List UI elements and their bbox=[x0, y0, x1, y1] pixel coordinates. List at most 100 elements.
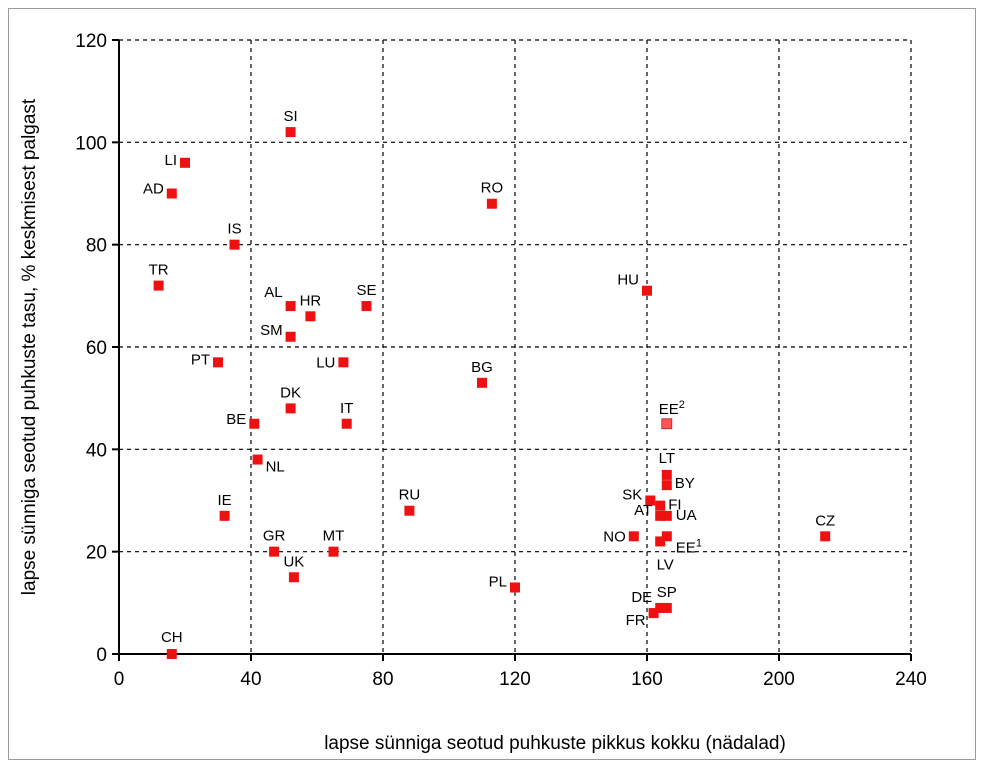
point-label-mt: MT bbox=[323, 528, 345, 545]
point-label-ad: AD bbox=[143, 181, 164, 198]
data-point-ie bbox=[219, 510, 230, 521]
data-point-lu bbox=[338, 357, 349, 368]
data-point-by bbox=[661, 480, 672, 491]
point-label-bg: BG bbox=[471, 359, 493, 376]
point-label-sk: SK bbox=[622, 487, 642, 504]
data-point-lv bbox=[655, 536, 666, 547]
chart-frame: 0 40 80 120 160 200 240 0 20 40 60 80 100 120 SI LI AD… bbox=[8, 8, 976, 760]
data-point-al bbox=[285, 301, 296, 312]
x-tick-label: 200 bbox=[763, 669, 795, 690]
scatter-chart: 0 40 80 120 160 200 240 0 20 40 60 80 100 120 SI LIAD… bbox=[19, 31, 927, 754]
data-point-uk bbox=[288, 572, 299, 583]
point-label-ru: RU bbox=[399, 487, 421, 504]
point-label-ee1: EE1 bbox=[676, 537, 702, 556]
y-axis-ticks: 0 20 40 60 80 100 120 bbox=[75, 31, 119, 666]
point-label-de: DE bbox=[631, 589, 652, 606]
data-point-be bbox=[249, 418, 260, 429]
data-point-fr bbox=[648, 608, 659, 619]
data-point-no bbox=[628, 531, 639, 542]
point-label-dk: DK bbox=[280, 384, 301, 401]
x-tick-label: 120 bbox=[499, 669, 531, 690]
data-point-ad bbox=[166, 188, 177, 199]
point-label-pt: PT bbox=[191, 351, 210, 368]
data-point-si bbox=[285, 127, 296, 138]
x-axis-title: lapse sünniga seotud puhkuste pikkus kok… bbox=[324, 733, 786, 754]
data-point-ua bbox=[661, 510, 672, 521]
data-point-ch bbox=[166, 649, 177, 659]
data-point-sp bbox=[661, 602, 672, 613]
point-label-by: BY bbox=[675, 475, 695, 492]
data-point-bg bbox=[477, 377, 487, 388]
point-label-lt: LT bbox=[659, 450, 675, 467]
data-point-at bbox=[655, 510, 666, 521]
point-label-al: AL bbox=[264, 284, 282, 301]
grid-lines bbox=[119, 39, 912, 654]
point-label-li: LI bbox=[164, 152, 177, 169]
data-point-fi bbox=[655, 500, 666, 511]
data-point-pl bbox=[510, 582, 520, 593]
point-label-cz: CZ bbox=[815, 512, 835, 529]
point-label-hr: HR bbox=[300, 292, 322, 309]
point-label-pl: PL bbox=[489, 573, 507, 590]
data-point-pt bbox=[213, 357, 223, 368]
data-point-dk bbox=[285, 403, 296, 414]
data-point-sm bbox=[285, 331, 296, 342]
point-label-lu: LU bbox=[316, 354, 335, 371]
point-label-sp: SP bbox=[657, 584, 677, 601]
data-point-ro bbox=[486, 198, 497, 209]
y-axis-title: lapse sünniga seotud puhkuste tasu, % ke… bbox=[19, 98, 40, 595]
y-tick-label: 20 bbox=[86, 543, 107, 564]
y-tick-label: 60 bbox=[86, 338, 107, 359]
point-label-tr: TR bbox=[149, 262, 169, 279]
point-label-ua: UA bbox=[676, 507, 697, 524]
y-tick-label: 100 bbox=[75, 133, 107, 154]
point-label-hu: HU bbox=[617, 272, 639, 289]
data-point-is bbox=[229, 239, 240, 250]
point-label-si: SI bbox=[284, 108, 298, 125]
data-point-it bbox=[341, 418, 352, 429]
x-tick-label: 80 bbox=[372, 669, 393, 690]
data-point-ee2 bbox=[661, 418, 673, 430]
x-tick-label: 0 bbox=[114, 669, 125, 690]
data-point-li bbox=[180, 157, 190, 168]
data-point-hr bbox=[305, 311, 316, 322]
point-label-ee2: EE2 bbox=[659, 399, 685, 418]
point-label-lv: LV bbox=[657, 556, 674, 573]
data-point-tr bbox=[153, 280, 164, 291]
point-label-fi: FI bbox=[668, 497, 681, 514]
y-tick-label: 40 bbox=[86, 440, 107, 461]
x-tick-label: 160 bbox=[631, 669, 663, 690]
point-label-ie: IE bbox=[218, 492, 232, 509]
point-label-se: SE bbox=[356, 282, 376, 299]
point-label-fr: FR bbox=[626, 612, 646, 629]
point-label-nl: NL bbox=[266, 459, 285, 476]
data-point-ee1 bbox=[661, 531, 672, 542]
x-axis-ticks: 0 40 80 120 160 200 240 bbox=[114, 654, 927, 690]
point-label-ch: CH bbox=[161, 629, 183, 646]
data-point-nl bbox=[252, 454, 263, 465]
point-label-uk: UK bbox=[283, 553, 304, 570]
data-point-gr bbox=[269, 546, 280, 557]
point-label-ro: RO bbox=[481, 180, 504, 197]
data-point-ru bbox=[404, 505, 415, 516]
point-label-at: AT bbox=[634, 502, 652, 519]
data-point-hu bbox=[642, 285, 652, 296]
point-label-is: IS bbox=[227, 221, 241, 238]
point-label-sm: SM bbox=[260, 322, 283, 339]
data-point-cz bbox=[820, 531, 831, 542]
point-label-gr: GR bbox=[263, 528, 286, 545]
y-tick-label: 0 bbox=[96, 645, 107, 666]
data-point-mt bbox=[328, 546, 339, 557]
y-tick-label: 120 bbox=[75, 31, 107, 52]
data-point-lt bbox=[661, 469, 672, 480]
point-label-no: NO bbox=[603, 528, 626, 545]
data-point-de bbox=[655, 602, 666, 613]
x-tick-label: 40 bbox=[240, 669, 261, 690]
y-tick-label: 80 bbox=[86, 236, 107, 257]
point-label-superscript: 1 bbox=[696, 537, 702, 549]
point-label-it: IT bbox=[340, 400, 353, 417]
x-tick-label: 240 bbox=[895, 669, 927, 690]
point-label-superscript: 2 bbox=[679, 399, 685, 411]
point-label-be: BE bbox=[226, 411, 246, 428]
